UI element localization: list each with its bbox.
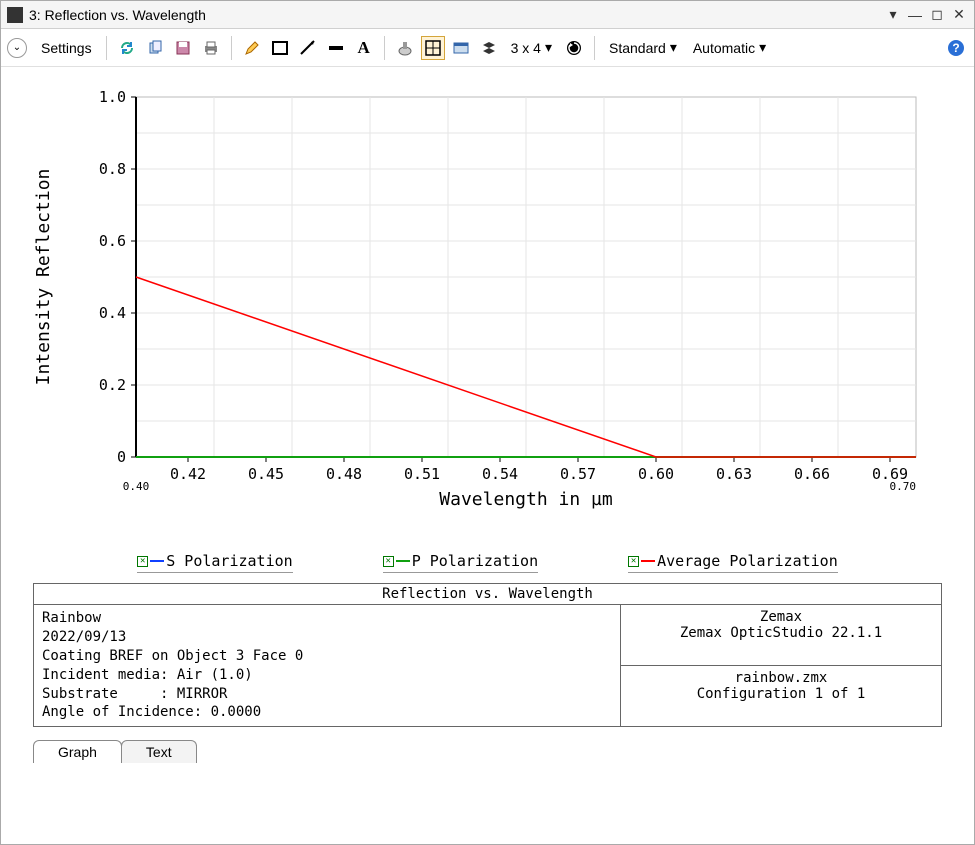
tab-graph[interactable]: Graph [33, 740, 122, 763]
legend-item-s_pol[interactable]: ✕ S Polarization [137, 552, 292, 573]
grid-size-label: 3 x 4 [511, 40, 541, 56]
separator [594, 36, 595, 60]
info-right-bottom: rainbow.zmxConfiguration 1 of 1 [621, 666, 941, 726]
svg-text:0.48: 0.48 [326, 465, 362, 483]
svg-text:0.70: 0.70 [890, 480, 917, 493]
copy-icon[interactable] [143, 36, 167, 60]
help-icon[interactable]: ? [944, 36, 968, 60]
legend-color-swatch [150, 560, 164, 562]
app-icon [7, 7, 23, 23]
settings-expander-icon[interactable]: ⌄ [7, 38, 27, 58]
text-tool-icon[interactable]: A [352, 36, 376, 60]
automatic-label: Automatic [693, 40, 755, 56]
save-icon[interactable] [171, 36, 195, 60]
standard-label: Standard [609, 40, 666, 56]
info-right-top: ZemaxZemax OpticStudio 22.1.1 [621, 605, 941, 666]
chevron-down-icon: ▾ [670, 39, 677, 56]
checkbox-icon[interactable]: ✕ [628, 556, 639, 567]
chevron-down-icon: ▾ [545, 39, 552, 56]
legend-label: Average Polarization [657, 552, 838, 570]
svg-text:0: 0 [117, 448, 126, 466]
print-icon[interactable] [199, 36, 223, 60]
svg-text:0.40: 0.40 [123, 480, 150, 493]
legend-color-swatch [396, 560, 410, 562]
zoom-extents-icon[interactable] [393, 36, 417, 60]
pencil-icon[interactable] [240, 36, 264, 60]
refresh-icon[interactable] [115, 36, 139, 60]
svg-text:1.0: 1.0 [99, 88, 126, 106]
reload-circle-icon[interactable] [562, 36, 586, 60]
svg-text:0.45: 0.45 [248, 465, 284, 483]
svg-text:0.60: 0.60 [638, 465, 674, 483]
info-panel: Reflection vs. Wavelength Rainbow 2022/0… [33, 583, 942, 727]
legend-color-swatch [641, 560, 655, 562]
legend-item-p_pol[interactable]: ✕ P Polarization [383, 552, 538, 573]
separator [106, 36, 107, 60]
checkbox-icon[interactable]: ✕ [383, 556, 394, 567]
svg-text:0.6: 0.6 [99, 232, 126, 250]
svg-text:0.57: 0.57 [560, 465, 596, 483]
svg-text:Wavelength in µm: Wavelength in µm [439, 489, 612, 510]
svg-text:0.42: 0.42 [170, 465, 206, 483]
tabs: GraphText [21, 733, 954, 763]
chart-svg[interactable]: 0 0.2 0.4 0.6 0.8 1.0 0.42 0.45 0.48 0.51 0.54 0.57… [21, 87, 931, 522]
settings-button[interactable]: Settings [35, 40, 98, 56]
info-title: Reflection vs. Wavelength [34, 584, 941, 605]
window-title: 3: Reflection vs. Wavelength [29, 7, 880, 23]
chart-frame: 0 0.2 0.4 0.6 0.8 1.0 0.42 0.45 0.48 0.51 0.54 0.57… [21, 87, 931, 522]
standard-dropdown[interactable]: Standard▾ [603, 39, 683, 56]
info-left: Rainbow 2022/09/13 Coating BREF on Objec… [34, 605, 621, 726]
svg-text:0.51: 0.51 [404, 465, 440, 483]
svg-text:0.8: 0.8 [99, 160, 126, 178]
legend-label: P Polarization [412, 552, 538, 570]
app-window: 3: Reflection vs. Wavelength ▾ — ◻ ✕ ⌄ S… [0, 0, 975, 845]
grid-size-dropdown[interactable]: 3 x 4▾ [505, 39, 558, 56]
automatic-dropdown[interactable]: Automatic▾ [687, 39, 772, 56]
titlebar: 3: Reflection vs. Wavelength ▾ — ◻ ✕ [1, 1, 974, 29]
fit-window-icon[interactable] [421, 36, 445, 60]
separator [231, 36, 232, 60]
close-button[interactable]: ✕ [950, 6, 968, 23]
minimize-button[interactable]: — [906, 7, 924, 23]
layers-icon[interactable] [477, 36, 501, 60]
chart-area: 0 0.2 0.4 0.6 0.8 1.0 0.42 0.45 0.48 0.51 0.54 0.57… [1, 67, 974, 763]
chevron-down-icon: ▾ [759, 39, 766, 56]
separator [384, 36, 385, 60]
svg-text:0.66: 0.66 [794, 465, 830, 483]
legend-label: S Polarization [166, 552, 292, 570]
svg-text:?: ? [952, 41, 959, 55]
window-config-icon[interactable] [449, 36, 473, 60]
toolbar: ⌄ Settings A 3 x 4▾ Standard▾ Automatic▾… [1, 29, 974, 67]
svg-text:Intensity Reflection: Intensity Reflection [33, 169, 54, 386]
line-tool-icon[interactable] [296, 36, 320, 60]
checkbox-icon[interactable]: ✕ [137, 556, 148, 567]
rectangle-tool-icon[interactable] [268, 36, 292, 60]
svg-text:0.2: 0.2 [99, 376, 126, 394]
legend-item-avg_pol[interactable]: ✕ Average Polarization [628, 552, 838, 573]
svg-text:0.4: 0.4 [99, 304, 126, 322]
legend: ✕ S Polarization ✕ P Polarization ✕ Average P… [21, 552, 954, 573]
svg-text:0.54: 0.54 [482, 465, 518, 483]
thickness-icon[interactable] [324, 36, 348, 60]
tab-text[interactable]: Text [121, 740, 197, 763]
dropdown-icon[interactable]: ▾ [884, 6, 902, 23]
maximize-button[interactable]: ◻ [928, 6, 946, 23]
svg-text:0.63: 0.63 [716, 465, 752, 483]
